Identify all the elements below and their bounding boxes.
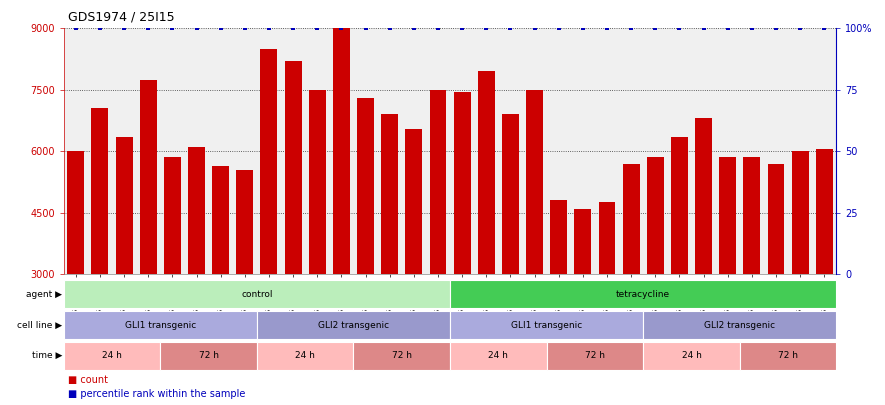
Point	[720, 25, 735, 32]
Point	[165, 25, 180, 32]
Bar	[116, 137, 133, 274]
Bar	[502, 114, 519, 274]
Text: control: control	[241, 290, 273, 299]
Text: time ▶: time ▶	[32, 351, 62, 360]
Point	[262, 25, 276, 32]
Bar	[164, 158, 181, 274]
Text: ■ percentile rank within the sample: ■ percentile rank within the sample	[68, 389, 245, 399]
Bar	[353, 342, 450, 370]
Text: 24 h: 24 h	[489, 351, 508, 360]
Bar	[478, 71, 495, 274]
Bar	[450, 280, 836, 308]
Text: GDS1974 / 25I15: GDS1974 / 25I15	[68, 10, 174, 23]
Text: 24 h: 24 h	[681, 351, 702, 360]
Bar	[67, 151, 84, 274]
Point	[335, 25, 349, 32]
Point	[817, 25, 831, 32]
Bar	[405, 129, 422, 274]
Point	[69, 25, 83, 32]
Bar	[64, 311, 257, 339]
Text: GLI1 transgenic: GLI1 transgenic	[511, 320, 582, 330]
Bar	[695, 119, 712, 274]
Point	[576, 25, 590, 32]
Point	[455, 25, 469, 32]
Bar	[743, 158, 760, 274]
Bar	[647, 158, 664, 274]
Point	[673, 25, 687, 32]
Text: 72 h: 72 h	[585, 351, 604, 360]
Bar	[792, 151, 809, 274]
Bar	[309, 90, 326, 274]
Bar	[257, 342, 353, 370]
Bar	[547, 342, 643, 370]
Bar	[816, 149, 833, 274]
Bar	[740, 342, 836, 370]
Point	[551, 25, 566, 32]
Bar	[285, 61, 302, 274]
Point	[696, 25, 711, 32]
Point	[407, 25, 421, 32]
Bar	[671, 137, 688, 274]
Bar	[257, 311, 450, 339]
Point	[793, 25, 807, 32]
Text: 72 h: 72 h	[198, 351, 219, 360]
Point	[745, 25, 759, 32]
Point	[189, 25, 204, 32]
Point	[310, 25, 324, 32]
Point	[358, 25, 373, 32]
Point	[624, 25, 638, 32]
Bar	[526, 90, 543, 274]
Text: GLI2 transgenic: GLI2 transgenic	[704, 320, 775, 330]
Bar	[140, 79, 157, 274]
Text: 24 h: 24 h	[296, 351, 315, 360]
Bar	[333, 8, 350, 274]
Text: 72 h: 72 h	[392, 351, 412, 360]
Bar	[450, 342, 547, 370]
Text: agent ▶: agent ▶	[26, 290, 62, 299]
Bar	[64, 342, 160, 370]
Text: GLI1 transgenic: GLI1 transgenic	[125, 320, 196, 330]
Text: ■ count: ■ count	[68, 375, 108, 385]
Bar	[160, 342, 257, 370]
Point	[431, 25, 445, 32]
Bar	[598, 202, 615, 274]
Bar	[454, 92, 471, 274]
Point	[504, 25, 518, 32]
Bar	[381, 114, 398, 274]
Bar	[720, 158, 736, 274]
Bar	[188, 147, 205, 274]
Point	[648, 25, 662, 32]
Bar	[212, 166, 229, 274]
Point	[238, 25, 252, 32]
Point	[382, 25, 396, 32]
Text: tetracycline: tetracycline	[616, 290, 670, 299]
Point	[479, 25, 493, 32]
Point	[213, 25, 227, 32]
Bar	[767, 164, 784, 274]
Text: 72 h: 72 h	[778, 351, 798, 360]
Point	[600, 25, 614, 32]
Point	[93, 25, 107, 32]
Bar	[236, 170, 253, 274]
Bar	[550, 200, 567, 274]
Point	[117, 25, 131, 32]
Bar	[260, 49, 277, 274]
Point	[769, 25, 783, 32]
Bar	[450, 311, 643, 339]
Bar	[643, 311, 836, 339]
Point	[141, 25, 155, 32]
Bar	[643, 342, 740, 370]
Bar	[357, 98, 374, 274]
Bar	[429, 90, 446, 274]
Point	[527, 25, 542, 32]
Bar	[623, 164, 640, 274]
Text: 24 h: 24 h	[102, 351, 122, 360]
Point	[286, 25, 300, 32]
Text: cell line ▶: cell line ▶	[17, 320, 62, 330]
Bar	[64, 280, 450, 308]
Bar	[91, 108, 108, 274]
Bar	[574, 209, 591, 274]
Text: GLI2 transgenic: GLI2 transgenic	[318, 320, 389, 330]
